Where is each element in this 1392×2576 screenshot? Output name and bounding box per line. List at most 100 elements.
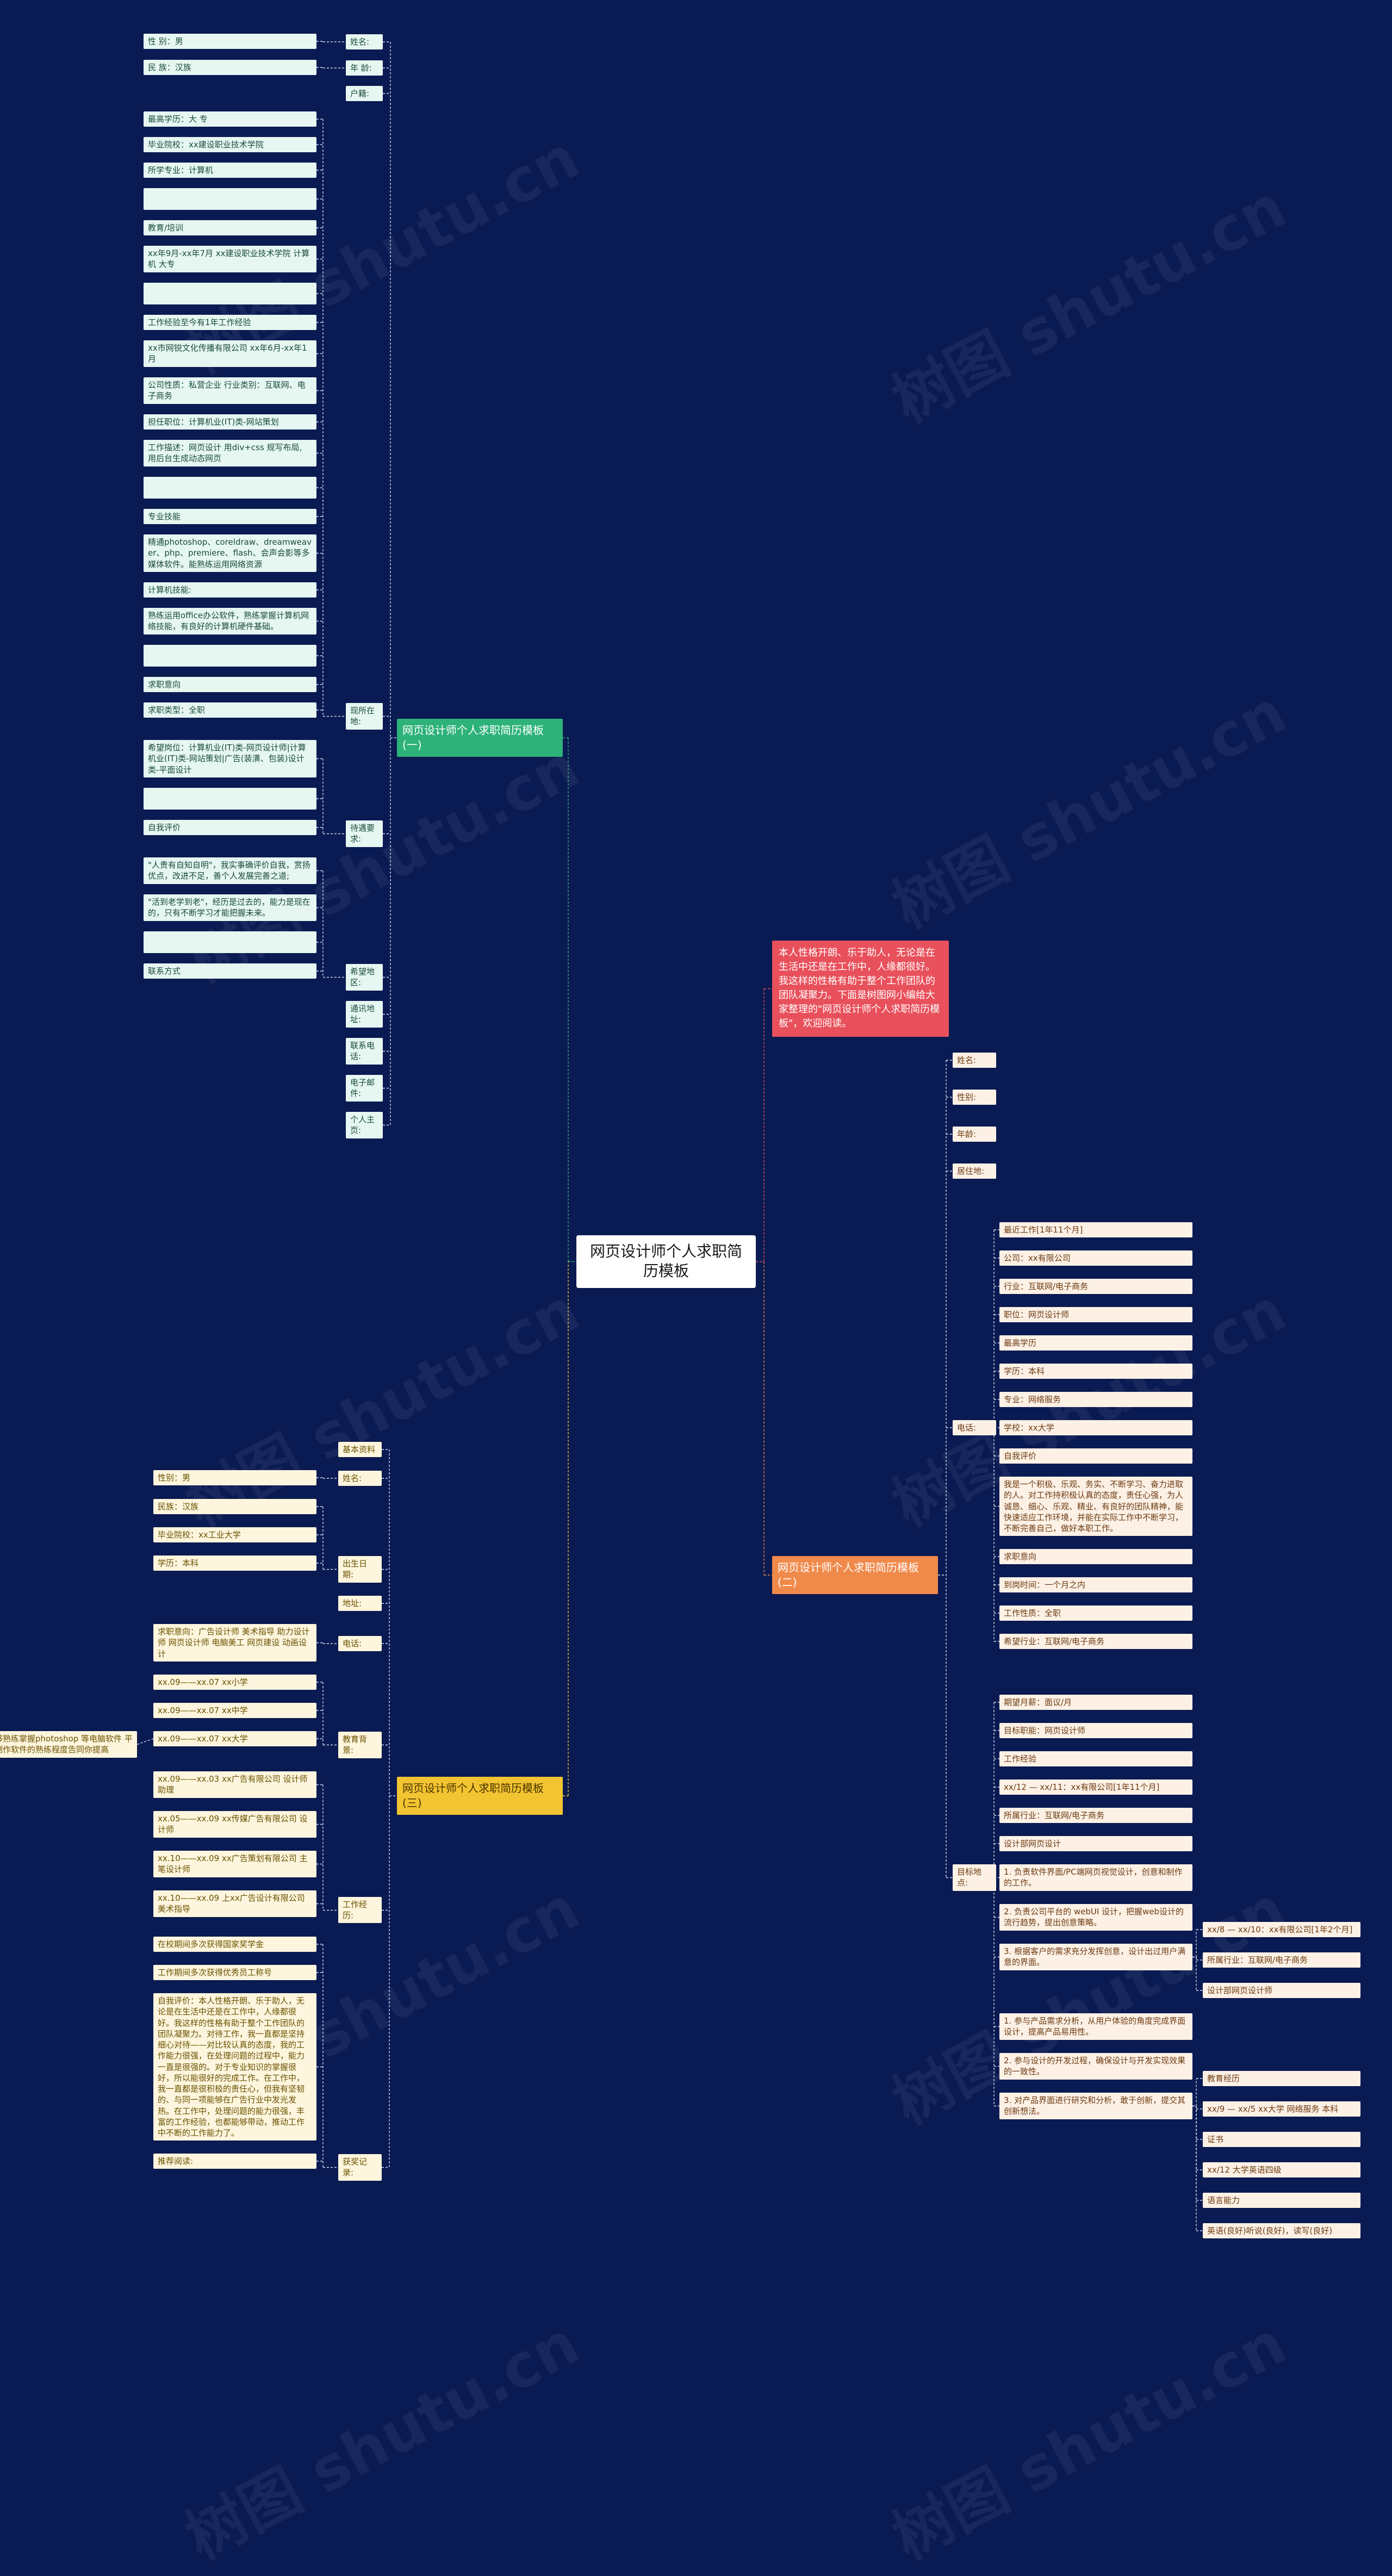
field-label: 姓名: [346,34,383,50]
child-node: 专业：网络服务 [999,1392,1192,1408]
connector-line [136,1738,154,1745]
child-node: 职位：网页设计师 [999,1307,1192,1323]
field-label: 基本资料 [338,1442,382,1458]
field-label: 居住地: [953,1163,996,1179]
child-node: 性别：男 [153,1470,316,1486]
child-node: 3. 对产品界面进行研究和分析，敢于创新，提交其创新想法。 [999,2093,1192,2119]
grandchild-node: xx/12 大学英语四级 [1203,2162,1360,2178]
child-node [144,283,316,304]
child-node [144,645,316,667]
child-node: 求职意向：广告设计师 美术指导 助力设计师 网页设计师 电脑美工 网页建设 动画… [153,1624,316,1662]
child-node: 毕业院校：xx工业大学 [153,1527,316,1543]
field-label: 电话: [953,1420,996,1436]
child-node: 最近工作[1年11个月] [999,1222,1192,1238]
child-node: xx市网锐文化传播有限公司 xx年6月-xx年1月 [144,340,316,367]
child-node: 2. 参与设计的开发过程，确保设计与开发实现效果的一致性。 [999,2053,1192,2080]
field-label: 年 龄: [346,60,383,76]
grandchild-node: xx/9 — xx/5 xx大学 网络服务 本科 [1203,2101,1360,2117]
child-node: 民族：汉族 [153,1499,316,1515]
child-node: 工作期间多次获得优秀员工称号 [153,1965,316,1981]
grandchild-node: 设计部网页设计师 [1203,1983,1360,1999]
branch-2-node: 网页设计师个人求职简历模板(二) [772,1556,938,1594]
field-label: 个人主页: [346,1112,383,1138]
child-node: 1. 参与产品需求分析，从用户体验的角度完成界面设计，提高产品易用性。 [999,2013,1192,2040]
field-label: 年龄: [953,1127,996,1142]
field-label: 电子邮件: [346,1075,383,1102]
child-node: 所学专业：计算机 [144,163,316,178]
field-label: 性别: [953,1090,996,1105]
child-node: 熟练运用office办公软件，熟练掌握计算机网络技能，有良好的计算机硬件基础。 [144,608,316,634]
child-node: 联系方式 [144,963,316,979]
branch-1-node: 网页设计师个人求职简历模板(一) [397,719,563,757]
child-node [144,477,316,499]
child-node: 工作经验至今有1年工作经验 [144,315,316,331]
child-node: 自我评价 [999,1448,1192,1464]
child-node: 精通photoshop、coreldraw、dreamweaver、php、pr… [144,534,316,572]
child-node: 希望岗位：计算机业(IT)类-网页设计师|计算机业(IT)类-网站策划|广告(装… [144,740,316,777]
child-node [144,188,316,210]
child-node: 我是一个积极、乐观、务实、不断学习、奋力进取的人。对工作持积极认真的态度，责任心… [999,1477,1192,1536]
child-node: 自我评价 [144,820,316,836]
grandchild-node: 职业技能：能够熟练掌握photoshop 等电脑软件 平面设计和网页制作软件的熟… [0,1731,137,1758]
field-label: 待遇要求: [346,820,383,847]
connector-lines [136,41,1203,2231]
grandchild-node: 语言能力 [1203,2193,1360,2208]
child-node: 担任职位：计算机业(IT)类-网站策划 [144,414,316,430]
grandchild-node: 教育经历 [1203,2071,1360,2087]
child-node: 专业技能 [144,509,316,525]
child-node: 求职类型：全职 [144,702,316,718]
child-node: 在校期间多次获得国家奖学金 [153,1937,316,1952]
field-label: 获奖记录: [338,2154,382,2181]
child-node: 公司性质：私营企业 行业类别：互联网、电子商务 [144,377,316,404]
child-node [144,931,316,953]
child-node: xx.05——xx.09 xx传媒广告有限公司 设计师 [153,1811,316,1838]
child-node: 2. 负责公司平台的 webUI 设计，把握web设计的流行趋势，提出创意策略。 [999,1904,1192,1931]
child-node: "活到老学到老"，经历是过去的，能力是现在的，只有不断学习才能把握未来。 [144,894,316,921]
field-label: 地址: [338,1596,382,1611]
child-node: xx.09——xx.07 xx大学 [153,1731,316,1747]
child-node: 学历：本科 [153,1555,316,1571]
child-node: xx.09——xx.07 xx小学 [153,1675,316,1690]
grandchild-node: xx/8 — xx/10：xx有限公司[1年2个月] [1203,1922,1360,1938]
child-node: 民 族：汉族 [144,60,316,76]
child-node: 期望月薪：面议/月 [999,1695,1192,1710]
field-label: 工作经历: [338,1896,382,1923]
child-node: 最高学历：大 专 [144,111,316,127]
child-node: 学校：xx大学 [999,1420,1192,1436]
field-label: 联系电话: [346,1038,383,1065]
child-node: 求职意向 [999,1549,1192,1565]
grandchild-node: 证书 [1203,2132,1360,2148]
child-node: 工作经验 [999,1751,1192,1767]
child-node: 工作性质：全职 [999,1606,1192,1621]
child-node: 最高学历 [999,1335,1192,1351]
mind-map: 树图 shutu.cn 树图 shutu.cn 树图 shutu.cn 树图 shut… [0,34,1360,2573]
child-node: xx.10——xx.09 上xx广告设计有限公司 美术指导 [153,1890,316,1917]
child-node: xx.10——xx.09 xx广告策划有限公司 主笔设计师 [153,1851,316,1877]
field-label: 姓名: [953,1053,996,1068]
field-label: 通讯地址: [346,1001,383,1028]
child-node: 目标职能：网页设计师 [999,1723,1192,1739]
child-node: xx.09——xx.07 xx中学 [153,1703,316,1719]
grandchild-node: 所属行业：互联网/电子商务 [1203,1952,1360,1968]
child-node: 教育/培训 [144,220,316,236]
child-node: 希望行业：互联网/电子商务 [999,1634,1192,1650]
child-node: 1. 负责软件界面/PC端网页视觉设计，创意和制作的工作。 [999,1864,1192,1891]
child-node: 所属行业：互联网/电子商务 [999,1808,1192,1824]
child-node: 工作描述：网页设计 用div+css 规写布局, 用后台生成动态网页 [144,440,316,466]
field-label: 现所在地: [346,703,383,730]
field-label: 户籍: [346,86,383,102]
field-label: 目标地点: [953,1864,996,1891]
field-label: 教育背景: [338,1732,382,1758]
child-node: 3. 根据客户的需求充分发挥创意，设计出过用户满意的界面。 [999,1944,1192,1970]
field-label: 出生日期: [338,1556,382,1583]
child-node: 毕业院校：xx建设职业技术学院 [144,137,316,153]
child-node: 计算机技能: [144,582,316,598]
child-node: 自我评价：本人性格开朗、乐于助人，无论是在生活中还是在工作中，人缘都很好。我这样… [153,1993,316,2141]
child-node: 学历：本科 [999,1364,1192,1379]
child-node [144,788,316,810]
child-node: 行业：互联网/电子商务 [999,1279,1192,1295]
root-node: 网页设计师个人求职简历模板 [576,1235,756,1288]
child-node: "人贵有自知自明"，我实事确评价自我，赏扬优点，改进不足，善个人发展完善之道; [144,857,316,884]
branch-3-node: 网页设计师个人求职简历模板(三) [397,1777,563,1815]
child-node: xx.09——xx.03 xx广告有限公司 设计师助理 [153,1771,316,1798]
